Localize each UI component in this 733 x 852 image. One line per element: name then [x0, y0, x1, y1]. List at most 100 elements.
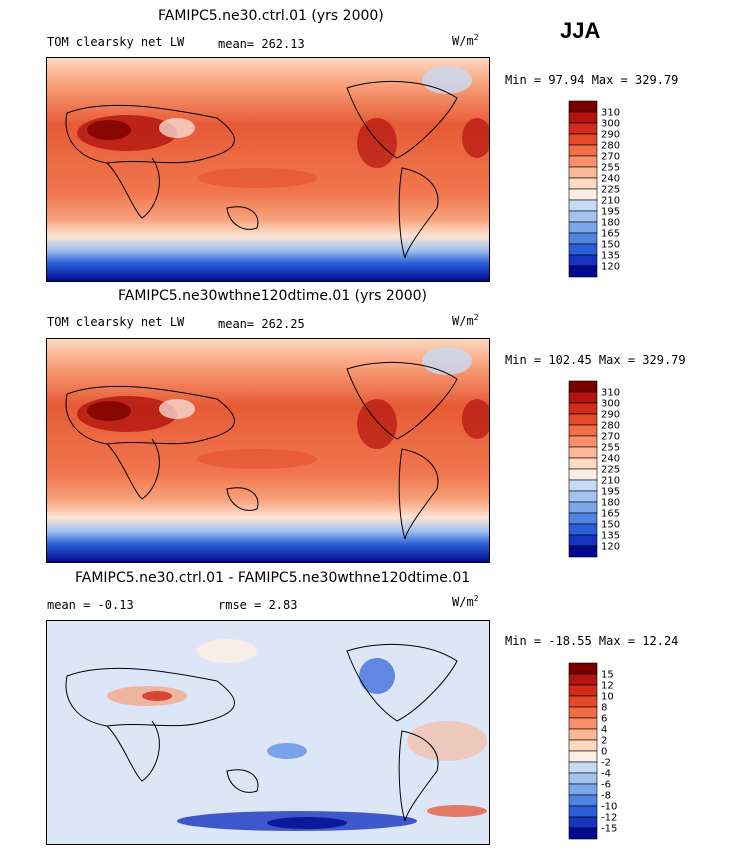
- colorbar-swatch: [568, 155, 598, 168]
- colorbar-swatch: [568, 232, 598, 245]
- panel-test-title: FAMIPC5.ne30wthne120dtime.01 (yrs 2000): [118, 288, 428, 304]
- colorbar-swatch: [568, 111, 598, 124]
- colorbar-swatch: [568, 662, 598, 675]
- panel-ctrl-map-svg: [47, 58, 489, 281]
- colorbar-swatch: [568, 122, 598, 135]
- season-label: JJA: [560, 18, 601, 43]
- colorbar-swatch: [568, 501, 598, 514]
- colorbar-tick-label: 4: [601, 725, 607, 736]
- colorbar-swatch: [568, 534, 598, 547]
- colorbar-swatch: [568, 177, 598, 190]
- colorbar-tick-label: 255: [601, 443, 620, 454]
- colorbar-swatch: [568, 717, 598, 730]
- panel-diff-map-svg: [47, 621, 489, 844]
- panel-ctrl-colorbar: 310 300 290 280 270 255 240 225 210 195 180 165 150 1…: [568, 100, 648, 280]
- colorbar-tick-label: -4: [601, 769, 611, 780]
- panel-test-map-svg: [47, 339, 489, 562]
- colorbar-tick-label: -15: [601, 824, 617, 835]
- colorbar-tick-label: 165: [601, 509, 620, 520]
- colorbar-swatch: [568, 254, 598, 267]
- colorbar-swatch: [568, 221, 598, 234]
- colorbar-swatch: [568, 695, 598, 708]
- colorbar-tick-label: 280: [601, 421, 620, 432]
- colorbar-tick-label: -10: [601, 802, 617, 813]
- colorbar-tick-label: -6: [601, 780, 611, 791]
- colorbar-swatch: [568, 424, 598, 437]
- colorbar-tick-label: 300: [601, 119, 620, 130]
- panel-test-mean: mean= 262.25: [218, 317, 305, 331]
- colorbar-tick-label: -8: [601, 791, 611, 802]
- colorbar-swatch: [568, 413, 598, 426]
- colorbar-tick-label: 0: [601, 747, 607, 758]
- colorbar-swatch: [568, 545, 598, 558]
- colorbar-tick-label: 210: [601, 476, 620, 487]
- colorbar-tick-label: 270: [601, 432, 620, 443]
- panel-test-variable: TOM clearsky net LW: [47, 315, 185, 329]
- colorbar-tick-label: 310: [601, 388, 620, 399]
- panel-test-units: W/m2: [452, 313, 479, 328]
- panel-diff-mean: mean = -0.13: [47, 598, 134, 612]
- colorbar-tick-label: -12: [601, 813, 617, 824]
- colorbar-tick-label: 195: [601, 487, 620, 498]
- colorbar-swatch: [568, 490, 598, 503]
- colorbar-swatch: [568, 827, 598, 840]
- colorbar-swatch: [568, 794, 598, 807]
- colorbar-swatch: [568, 435, 598, 448]
- panel-test-colorbar: 310 300 290 280 270 255 240 225 210 195 180 165 150 1…: [568, 380, 648, 560]
- panel-test-map: [46, 338, 490, 563]
- colorbar-swatch: [568, 100, 598, 113]
- colorbar-swatch: [568, 391, 598, 404]
- colorbar-swatch: [568, 761, 598, 774]
- panel-test-minmax: Min = 102.45 Max = 329.79: [505, 353, 686, 367]
- colorbar-tick-label: 10: [601, 692, 614, 703]
- colorbar-tick-label: 15: [601, 670, 614, 681]
- colorbar-tick-label: 280: [601, 141, 620, 152]
- colorbar-tick-label: 150: [601, 240, 620, 251]
- panel-ctrl-map: [46, 57, 490, 282]
- colorbar-swatch: [568, 166, 598, 179]
- colorbar-swatch: [568, 188, 598, 201]
- colorbar-swatch: [568, 243, 598, 256]
- colorbar-tick-label: 290: [601, 410, 620, 421]
- colorbar-swatch: [568, 210, 598, 223]
- panel-diff-rmse: rmse = 2.83: [218, 598, 298, 612]
- colorbar-swatch: [568, 750, 598, 763]
- panel-diff-title: FAMIPC5.ne30.ctrl.01 - FAMIPC5.ne30wthne…: [75, 570, 471, 586]
- panel-test-colorbar-svg: 3103002902802702552402252101951801651501…: [568, 380, 620, 558]
- colorbar-tick-label: 240: [601, 454, 620, 465]
- colorbar-swatch: [568, 783, 598, 796]
- colorbar-swatch: [568, 816, 598, 829]
- colorbar-tick-label: 290: [601, 130, 620, 141]
- colorbar-tick-label: 135: [601, 251, 620, 262]
- panel-ctrl-colorbar-svg: 3103002902802702552402252101951801651501…: [568, 100, 620, 278]
- colorbar-tick-label: 270: [601, 152, 620, 163]
- colorbar-swatch: [568, 728, 598, 741]
- panel-diff-colorbar: 15 12 10 8 6 4 2 0 -2 -4 -6 -8 -10 -12 -15: [568, 662, 648, 842]
- colorbar-tick-label: 195: [601, 207, 620, 218]
- colorbar-tick-label: 255: [601, 163, 620, 174]
- colorbar-swatch: [568, 380, 598, 393]
- colorbar-tick-label: 225: [601, 185, 620, 196]
- panel-diff-units: W/m2: [452, 594, 479, 609]
- colorbar-swatch: [568, 479, 598, 492]
- colorbar-tick-label: 310: [601, 108, 620, 119]
- colorbar-swatch: [568, 739, 598, 752]
- colorbar-tick-label: 120: [601, 262, 620, 273]
- colorbar-swatch: [568, 133, 598, 146]
- colorbar-swatch: [568, 772, 598, 785]
- colorbar-swatch: [568, 706, 598, 719]
- colorbar-tick-label: 6: [601, 714, 607, 725]
- colorbar-tick-label: 180: [601, 498, 620, 509]
- panel-diff-minmax: Min = -18.55 Max = 12.24: [505, 634, 679, 648]
- colorbar-tick-label: 165: [601, 229, 620, 240]
- colorbar-tick-label: 150: [601, 520, 620, 531]
- colorbar-swatch: [568, 402, 598, 415]
- panel-diff-map: [46, 620, 490, 845]
- colorbar-swatch: [568, 144, 598, 157]
- colorbar-swatch: [568, 512, 598, 525]
- panel-ctrl-variable: TOM clearsky net LW: [47, 35, 185, 49]
- colorbar-tick-label: 300: [601, 399, 620, 410]
- colorbar-tick-label: 180: [601, 218, 620, 229]
- colorbar-swatch: [568, 457, 598, 470]
